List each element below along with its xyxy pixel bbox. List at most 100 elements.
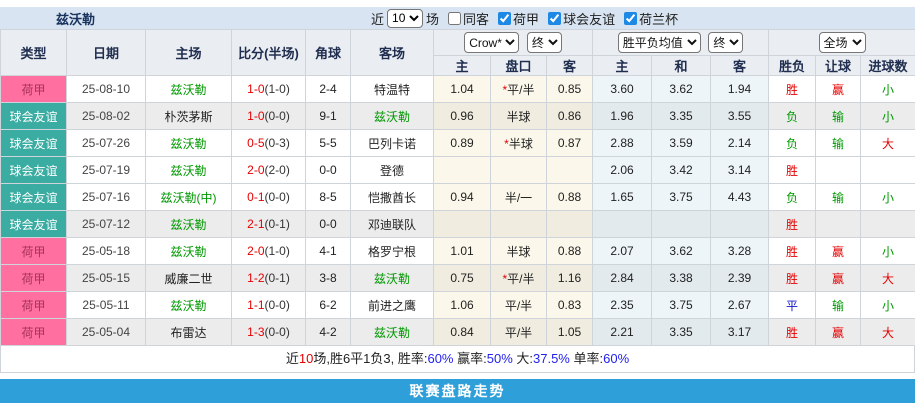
asian-time-select[interactable]: 终 [526, 32, 562, 53]
handicap-result: 输 [815, 291, 862, 319]
away-team[interactable]: 登德 [350, 156, 434, 184]
wdl-result: 胜 [768, 237, 817, 265]
wdl-result: 胜 [768, 75, 817, 103]
asian-away-odds: 0.88 [545, 237, 594, 265]
league-badge: 球会友谊 [0, 210, 67, 238]
home-team[interactable]: 兹沃勒 [145, 237, 232, 265]
home-team[interactable]: 兹沃勒 [145, 291, 232, 319]
euro-away-odds [710, 210, 770, 238]
handicap-line [490, 156, 547, 184]
col-header-date: 日期 [66, 29, 146, 76]
asian-odds-group: Crow* 终 [432, 29, 594, 56]
home-team[interactable]: 兹沃勒 [145, 75, 232, 103]
home-team[interactable]: 威廉二世 [145, 264, 232, 292]
league-trend-bar[interactable]: 联赛盘路走势 [0, 379, 915, 403]
euro-draw-odds: 3.62 [651, 237, 712, 265]
asian-home-odds [433, 156, 491, 184]
league-badge: 球会友谊 [0, 129, 67, 157]
euro-odds-group: 胜平负均值 终 [592, 29, 770, 56]
away-team[interactable]: 兹沃勒 [350, 102, 434, 130]
match-date: 25-07-26 [66, 129, 146, 157]
asian-away-odds: 0.86 [545, 102, 594, 130]
home-team[interactable]: 兹沃勒 [145, 129, 232, 157]
score-cell: 1-0(1-0) [231, 75, 306, 103]
table-row: 球会友谊 25-08-02 朴茨茅斯 1-0(0-0) 9-1 兹沃勒 0.96… [0, 102, 915, 130]
halftime-score: (0-0) [264, 190, 290, 204]
score-cell: 1-2(0-1) [231, 264, 306, 292]
fulltime-score: 1-1 [247, 298, 265, 312]
score-cell: 0-1(0-0) [231, 183, 306, 211]
euro-home-odds: 2.88 [592, 129, 653, 157]
asian-home-odds: 0.89 [433, 129, 491, 157]
home-team[interactable]: 朴茨茅斯 [145, 102, 232, 130]
filter-same-away[interactable]: 同客 [448, 9, 489, 28]
filter-dutch-cup[interactable]: 荷兰杯 [624, 9, 678, 28]
euro-home-odds: 1.65 [592, 183, 653, 211]
score-cell: 0-5(0-3) [231, 129, 306, 157]
score-cell: 2-1(0-1) [231, 210, 306, 238]
away-team[interactable]: 特温特 [350, 75, 434, 103]
wdl-result: 负 [768, 183, 817, 211]
handicap-result: 输 [815, 129, 862, 157]
fulltime-score: 2-0 [247, 244, 265, 258]
euro-away-odds: 2.39 [710, 264, 770, 292]
top-gap [0, 0, 915, 7]
wdl-result: 胜 [768, 264, 817, 292]
checkbox-label: 荷甲 [513, 11, 540, 27]
away-team[interactable]: 兹沃勒 [350, 264, 434, 292]
asian-away-odds: 0.87 [545, 129, 594, 157]
score-cell: 2-0(2-0) [231, 156, 306, 184]
halftime-score: (0-0) [264, 109, 290, 123]
asian-away-odds [545, 210, 594, 238]
euro-home-odds: 1.96 [592, 102, 653, 130]
euro-type-select[interactable]: 胜平负均值 [617, 32, 701, 53]
page-title: 兹沃勒 [56, 11, 96, 27]
away-team[interactable]: 兹沃勒 [350, 318, 434, 346]
subcol-euro-away: 客 [710, 55, 770, 76]
away-team[interactable]: 恺撒酋长 [350, 183, 434, 211]
away-team[interactable]: 巴列卡诺 [350, 129, 434, 157]
away-team[interactable]: 格罗宁根 [350, 237, 434, 265]
subcol-handicap: 盘口 [490, 55, 547, 76]
away-team[interactable]: 前进之鹰 [350, 291, 434, 319]
subcol-goals: 进球数 [860, 55, 915, 76]
table-row: 球会友谊 25-07-12 兹沃勒 2-1(0-1) 0-0 邓迪联队 胜 [0, 210, 915, 238]
goals-result: 小 [860, 183, 915, 211]
filter-club-friendly[interactable]: 球会友谊 [548, 9, 615, 28]
home-team[interactable]: 布雷达 [145, 318, 232, 346]
odds-provider-select[interactable]: Crow* [464, 32, 520, 53]
euro-home-odds [592, 210, 653, 238]
euro-time-select[interactable]: 终 [708, 32, 744, 53]
asian-away-odds [545, 156, 594, 184]
scope-select[interactable]: 全场 [818, 32, 866, 53]
euro-draw-odds: 3.62 [651, 75, 712, 103]
league-badge: 荷甲 [0, 291, 67, 319]
recent-label: 近 [371, 11, 385, 27]
same-away-checkbox[interactable] [448, 11, 462, 25]
wdl-result: 平 [768, 291, 817, 319]
handicap-line: *平/半 [490, 264, 547, 292]
euro-away-odds: 2.67 [710, 291, 770, 319]
club-friendly-checkbox[interactable] [548, 11, 562, 25]
home-team[interactable]: 兹沃勒 [145, 156, 232, 184]
league-badge: 球会友谊 [0, 183, 67, 211]
goals-result: 小 [860, 291, 915, 319]
away-team[interactable]: 邓迪联队 [350, 210, 434, 238]
filter-eredivisie[interactable]: 荷甲 [498, 9, 539, 28]
fulltime-score: 2-0 [247, 163, 265, 177]
euro-home-odds: 2.35 [592, 291, 653, 319]
goals-result [860, 156, 915, 184]
handicap-result: 赢 [815, 75, 862, 103]
col-header-corners: 角球 [305, 29, 351, 76]
result-scope-group: 全场 [768, 29, 915, 56]
league-badge: 荷甲 [0, 237, 67, 265]
recent-count-select[interactable]: 10 [387, 8, 424, 28]
eredivisie-checkbox[interactable] [498, 11, 512, 25]
home-team[interactable]: 兹沃勒 [145, 210, 232, 238]
match-date: 25-07-19 [66, 156, 146, 184]
dutch-cup-checkbox[interactable] [624, 11, 638, 25]
halftime-score: (1-0) [264, 244, 290, 258]
asian-home-odds: 0.84 [433, 318, 491, 346]
header-sub-row: 主 盘口 客 主 和 客 胜负 让球 进球数 [1, 55, 915, 76]
home-team[interactable]: 兹沃勒(中) [145, 183, 232, 211]
